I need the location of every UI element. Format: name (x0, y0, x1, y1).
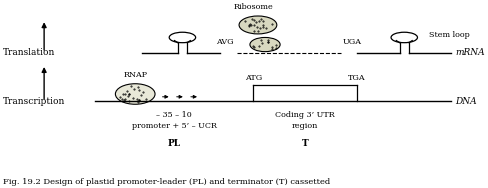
Text: ATG: ATG (244, 74, 261, 82)
Text: region: region (291, 122, 318, 130)
Text: Fig. 19.2 Design of plastid promoter-leader (PL) and terminator (T) cassetted: Fig. 19.2 Design of plastid promoter-lea… (3, 178, 329, 186)
Text: Transcription: Transcription (3, 97, 65, 106)
Text: Translation: Translation (3, 49, 55, 58)
Text: Coding 3’ UTR: Coding 3’ UTR (275, 111, 334, 119)
Text: promoter + 5’ – UCR: promoter + 5’ – UCR (131, 122, 216, 130)
Text: TGA: TGA (347, 74, 365, 82)
Text: T: T (301, 139, 308, 148)
Text: Stem loop: Stem loop (428, 31, 469, 39)
Text: AVG: AVG (216, 38, 233, 46)
Ellipse shape (249, 37, 280, 52)
Text: RNAP: RNAP (123, 71, 147, 79)
Ellipse shape (115, 84, 155, 104)
Text: mRNA: mRNA (454, 49, 484, 58)
Text: DNA: DNA (454, 97, 476, 106)
Text: Ribosome: Ribosome (233, 3, 272, 11)
Text: PL: PL (167, 139, 181, 148)
Text: UGA: UGA (342, 38, 361, 46)
Text: – 35 – 10: – 35 – 10 (156, 111, 192, 119)
Ellipse shape (239, 16, 276, 34)
